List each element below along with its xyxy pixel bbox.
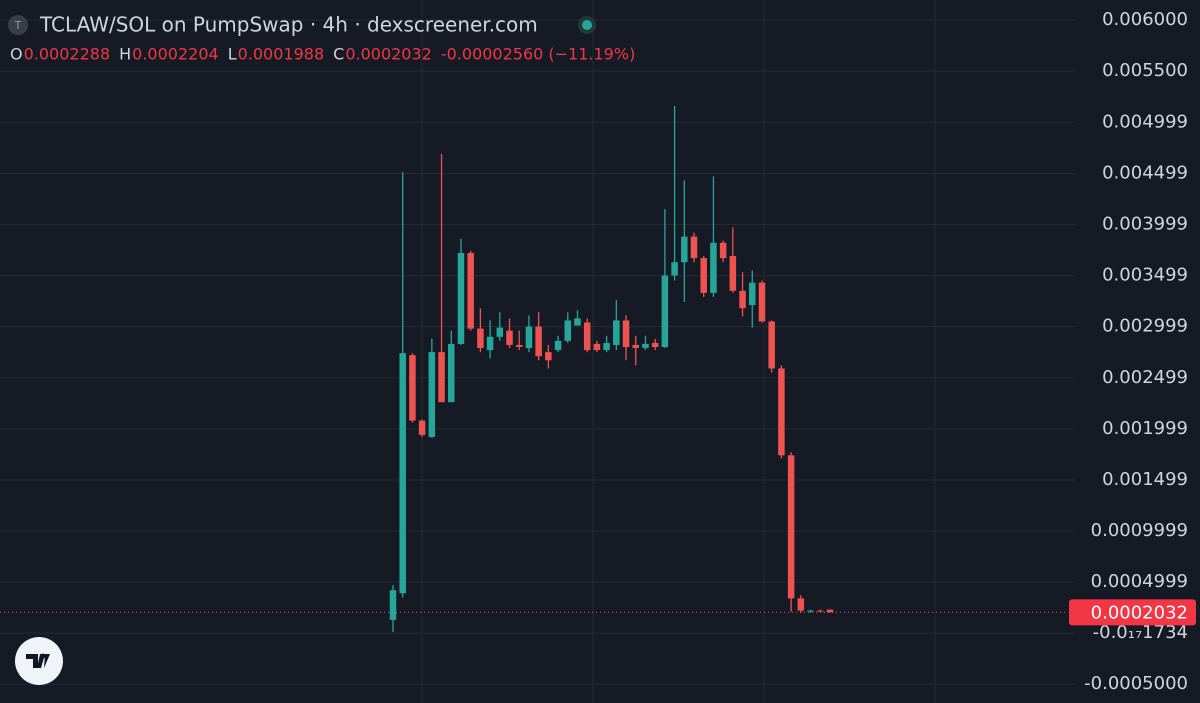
candle-body	[574, 318, 581, 326]
candle-body	[826, 609, 834, 613]
candle-body	[710, 242, 717, 293]
candle-body	[477, 328, 484, 349]
candle-body	[739, 290, 746, 309]
candle-body	[496, 327, 504, 337]
change-value: -0.00002560 (−11.19%)	[441, 45, 635, 64]
last-price-box	[1069, 599, 1196, 626]
candle-body	[700, 258, 707, 293]
candle-body	[778, 368, 785, 456]
candle-body	[428, 352, 436, 437]
candle-body	[418, 420, 426, 435]
tv-logo-dot	[40, 653, 46, 659]
ohlc-key: H	[119, 45, 131, 64]
grid	[0, 19, 1075, 685]
candle-body	[749, 282, 756, 306]
last-price-label: 0.0002032	[1091, 602, 1188, 623]
header: T TCLAW/SOL on PumpSwap · 4h · dexscreen…	[8, 13, 635, 64]
candle-body	[515, 344, 523, 348]
y-tick-label: 0.0009999	[1091, 520, 1188, 541]
y-tick-label: 0.005500	[1102, 60, 1188, 81]
candle-body	[671, 262, 678, 276]
candle-body	[816, 610, 824, 612]
y-tick-label: 0.003499	[1102, 265, 1188, 286]
candle-body	[797, 598, 805, 611]
ohlc-value: 0.0002288	[24, 45, 111, 64]
y-tick-label: -0.0₁₇1734	[1093, 622, 1188, 643]
ohlc-value: 0.0002032	[345, 45, 432, 64]
candle-body	[758, 282, 766, 322]
y-tick-label: 0.001499	[1102, 469, 1188, 490]
y-tick-label: 0.004499	[1102, 162, 1188, 183]
y-tick-label: 0.001999	[1102, 418, 1188, 439]
ohlc-value: 0.0001988	[238, 45, 325, 64]
candle-body	[719, 242, 727, 259]
candle-body	[729, 256, 737, 291]
y-tick-label: 0.0004999	[1091, 571, 1188, 592]
ohlc-value: 0.0002204	[132, 45, 219, 64]
candle-body	[681, 236, 688, 263]
candle-body	[457, 252, 465, 344]
y-axis: 0.006000 0.005500 0.004999 0.004499 0.003999…	[1069, 9, 1196, 694]
candles	[0, 105, 1068, 633]
candle-body	[593, 343, 601, 351]
y-tick-label: -0.0005000	[1084, 673, 1188, 694]
token-icon	[8, 15, 28, 35]
y-tick-label: 0.002499	[1102, 367, 1188, 388]
candle-body	[389, 590, 397, 620]
y-tick-label: 0.003999	[1102, 213, 1188, 234]
candle-body	[554, 340, 562, 351]
candle-body	[603, 342, 610, 351]
candle-body	[438, 352, 445, 403]
candle-body	[467, 252, 474, 329]
y-tick-label: 0.004999	[1102, 111, 1188, 132]
tv-logo	[15, 637, 63, 685]
candle-body	[535, 326, 542, 357]
candle-body	[448, 343, 455, 403]
chart-title: TCLAW/SOL on PumpSwap · 4h · dexscreener…	[39, 13, 538, 37]
candle-body	[409, 355, 416, 421]
y-tick-label: 0.002999	[1102, 316, 1188, 337]
candle-body	[486, 336, 494, 351]
ohlc-key: L	[228, 45, 237, 64]
ohlc-key: O	[10, 45, 23, 64]
candle-body	[525, 326, 533, 349]
candle-body	[545, 352, 552, 361]
status-dot	[582, 20, 592, 30]
candle-body	[642, 343, 649, 349]
candle-body	[564, 320, 572, 341]
candle-body	[399, 353, 406, 594]
y-tick-label: 0.006000	[1102, 9, 1188, 30]
candle-body	[622, 320, 630, 348]
candle-body	[613, 320, 620, 345]
ohlc-key: C	[333, 45, 344, 64]
vertical-grid	[421, 0, 936, 703]
candle-body	[583, 322, 591, 351]
candle-body	[807, 610, 814, 612]
candle-body	[690, 236, 698, 259]
candle-body	[661, 275, 669, 348]
candle-body	[787, 455, 795, 599]
candle-body	[651, 342, 659, 348]
ohlc-legend: O 0.0002288 H 0.0002204 L 0.0001988 C 0.0002032…	[10, 45, 635, 64]
candle-body	[506, 330, 513, 345]
candle-body	[768, 321, 775, 369]
token-icon-letter: T	[14, 19, 22, 32]
candle-body	[632, 344, 639, 349]
